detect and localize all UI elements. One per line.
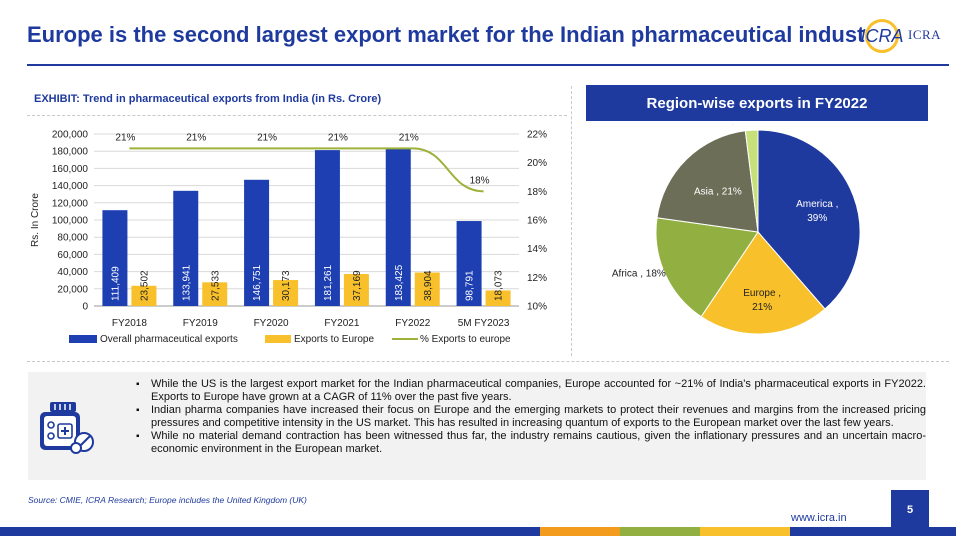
x-tick-label: FY2020 <box>254 318 289 329</box>
y-tick-label: 60,000 <box>57 250 88 261</box>
legend-label: % Exports to europe <box>420 334 511 345</box>
legend-swatch-europe <box>265 335 291 343</box>
bar-overall <box>173 190 199 306</box>
x-tick-label: FY2021 <box>324 318 359 329</box>
data-label-europe: 30,173 <box>281 270 292 301</box>
x-tick-label: 5M FY2023 <box>458 318 510 329</box>
y-tick-label: 180,000 <box>52 147 89 158</box>
pie-slice-asia <box>656 130 759 233</box>
pie-label-name: Europe , <box>743 288 781 299</box>
y-tick-label: 80,000 <box>57 233 88 244</box>
region-banner: Region-wise exports in FY2022 <box>586 85 928 121</box>
y-tick-label: 40,000 <box>57 267 88 278</box>
y-tick-label: 160,000 <box>52 164 89 175</box>
pie-label: Africa , 18% <box>612 269 666 280</box>
pie-slice-others <box>744 129 759 233</box>
pie-label-value: 21% <box>752 302 772 313</box>
data-label-pct: 21% <box>115 132 135 143</box>
pie-label: Asia , 21% <box>694 186 742 197</box>
pie-slice-europe <box>700 231 826 335</box>
website-link[interactable]: www.icra.in <box>791 512 847 524</box>
bar-europe <box>273 280 299 306</box>
data-label-europe: 37,169 <box>352 270 363 301</box>
bar-overall <box>102 210 128 306</box>
data-label-pct: 21% <box>328 132 348 143</box>
page-number: 5 <box>891 490 929 530</box>
x-tick-label: FY2018 <box>112 318 147 329</box>
bullet-item: Indian pharma companies have increased t… <box>136 404 926 430</box>
pie-label: Others , 2% <box>699 124 752 126</box>
legend-label: Overall pharmaceutical exports <box>100 334 238 345</box>
vertical-separator <box>571 86 572 356</box>
svg-text:ICRA: ICRA <box>862 26 904 46</box>
y-tick-label: 100,000 <box>52 216 89 227</box>
pct-europe-line <box>129 147 484 193</box>
commentary-list: While the US is the largest export marke… <box>136 378 926 456</box>
y-tick-label: 200,000 <box>52 130 89 141</box>
bar-europe <box>202 282 228 306</box>
data-label-pct: 21% <box>399 132 419 143</box>
exports-combo-chart: 200,000 180,000 160,000 140,000 120,000 100,0… <box>30 130 547 346</box>
icra-logo-icon: ICRA <box>862 19 904 53</box>
y-tick-label: 120,000 <box>52 198 89 209</box>
data-label-overall: 98,791 <box>465 270 476 301</box>
data-label-europe: 38,904 <box>423 270 434 301</box>
bar-overall <box>244 179 270 306</box>
logo-text: ICRA <box>908 27 942 42</box>
footer-bar-navy <box>790 527 956 536</box>
region-pie-chart: America , 39% Europe , 21% Africa , 18% Asia … <box>612 124 861 335</box>
y2-tick-label: 20% <box>527 158 547 169</box>
data-label-europe: 23,502 <box>139 270 150 301</box>
commentary-box: While the US is the largest export marke… <box>28 372 926 480</box>
pie-label-value: 39% <box>807 213 827 224</box>
y2-tick-label: 16% <box>527 216 547 227</box>
footer-bar-blue <box>0 527 540 536</box>
y2-tick-label: 12% <box>527 273 547 284</box>
data-label-pct: 21% <box>257 132 277 143</box>
exhibit-title: EXHIBIT: Trend in pharmaceutical exports… <box>34 93 382 105</box>
y2-tick-label: 10% <box>527 302 547 313</box>
y2-tick-label: 18% <box>527 187 547 198</box>
legend-label: Exports to Europe <box>294 334 374 345</box>
pie-slice-america <box>757 129 861 310</box>
data-label-overall: 181,261 <box>323 264 334 301</box>
y2-tick-label: 22% <box>527 130 547 141</box>
y-tick-label: 20,000 <box>57 284 88 295</box>
data-label-pct: 21% <box>186 132 206 143</box>
pie-label-name: America , <box>796 199 838 210</box>
source-note: Source: CMIE, ICRA Research; Europe incl… <box>28 495 307 505</box>
bar-europe <box>414 272 440 306</box>
footer-bar-green <box>620 527 700 536</box>
bullet-item: While the US is the largest export marke… <box>136 378 926 404</box>
bar-overall <box>456 221 482 306</box>
footer-bar-orange <box>540 527 620 536</box>
footer-bar-yellow <box>700 527 790 536</box>
pie-slice-africa <box>655 217 759 318</box>
data-label-overall: 183,425 <box>394 264 405 301</box>
exhibit-separator <box>27 115 567 116</box>
bar-europe <box>343 274 369 306</box>
bar-europe <box>131 285 157 306</box>
y-tick-label: 140,000 <box>52 181 89 192</box>
x-tick-label: FY2022 <box>395 318 430 329</box>
legend-swatch-overall <box>69 335 97 343</box>
section-separator <box>27 361 949 362</box>
data-label-overall: 133,941 <box>181 264 192 301</box>
title-rule <box>27 64 949 66</box>
data-label-europe: 27,533 <box>210 270 221 301</box>
y2-tick-label: 14% <box>527 244 547 255</box>
y-axis-label: Rs. In Crore <box>30 193 41 247</box>
bar-europe <box>485 290 511 306</box>
x-tick-label: FY2019 <box>183 318 218 329</box>
data-label-pct: 18% <box>470 175 490 186</box>
data-label-overall: 146,751 <box>252 264 263 301</box>
medicine-bottle-icon <box>40 402 94 454</box>
page-title: Europe is the second largest export mark… <box>27 22 886 47</box>
bar-overall <box>385 148 411 306</box>
bullet-item: While no material demand contraction has… <box>136 430 926 456</box>
bar-overall <box>314 150 340 306</box>
y-tick-label: 0 <box>82 302 88 313</box>
data-label-overall: 111,409 <box>110 266 121 301</box>
data-label-europe: 18,073 <box>494 270 505 301</box>
